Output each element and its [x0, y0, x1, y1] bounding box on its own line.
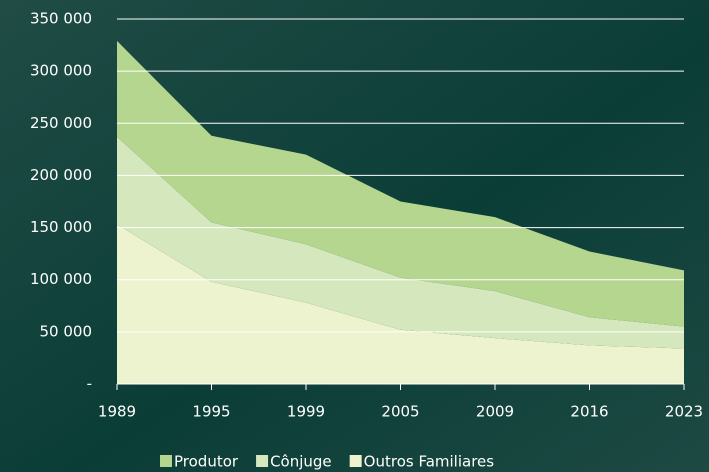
x-tick-label: 1999 — [287, 403, 325, 421]
legend-label: Produtor — [174, 453, 239, 471]
legend: Produtor Cônjuge Outros Familiares — [160, 453, 494, 471]
axes: - 50 000 100 000 150 000 200 000 250 000 300 0… — [30, 10, 703, 421]
x-tick-label: 1989 — [98, 403, 136, 421]
x-tick-label: 2016 — [570, 403, 608, 421]
y-tick-label: - — [87, 375, 92, 393]
y-tick-label: 300 000 — [30, 62, 92, 80]
y-tick-label: 150 000 — [30, 218, 92, 236]
legend-swatch — [349, 455, 362, 467]
area — [117, 40, 684, 327]
x-tick-label: 2009 — [476, 403, 514, 421]
legend-swatch — [256, 455, 269, 467]
y-tick-label: 250 000 — [30, 114, 92, 132]
y-tick-label: 100 000 — [30, 270, 92, 288]
area — [117, 136, 684, 349]
y-tick-label: 350 000 — [30, 10, 92, 28]
legend-label: Outros Familiares — [364, 453, 495, 471]
area — [117, 224, 684, 384]
y-tick-label: 200 000 — [30, 166, 92, 184]
x-tick-label: 1995 — [192, 403, 230, 421]
areas — [117, 40, 684, 384]
legend-label: Cônjuge — [270, 453, 332, 471]
y-tick-label: 50 000 — [40, 322, 93, 340]
x-tick-label: 2023 — [665, 403, 703, 421]
x-tick-label: 2005 — [381, 403, 419, 421]
legend-swatch — [160, 455, 172, 467]
